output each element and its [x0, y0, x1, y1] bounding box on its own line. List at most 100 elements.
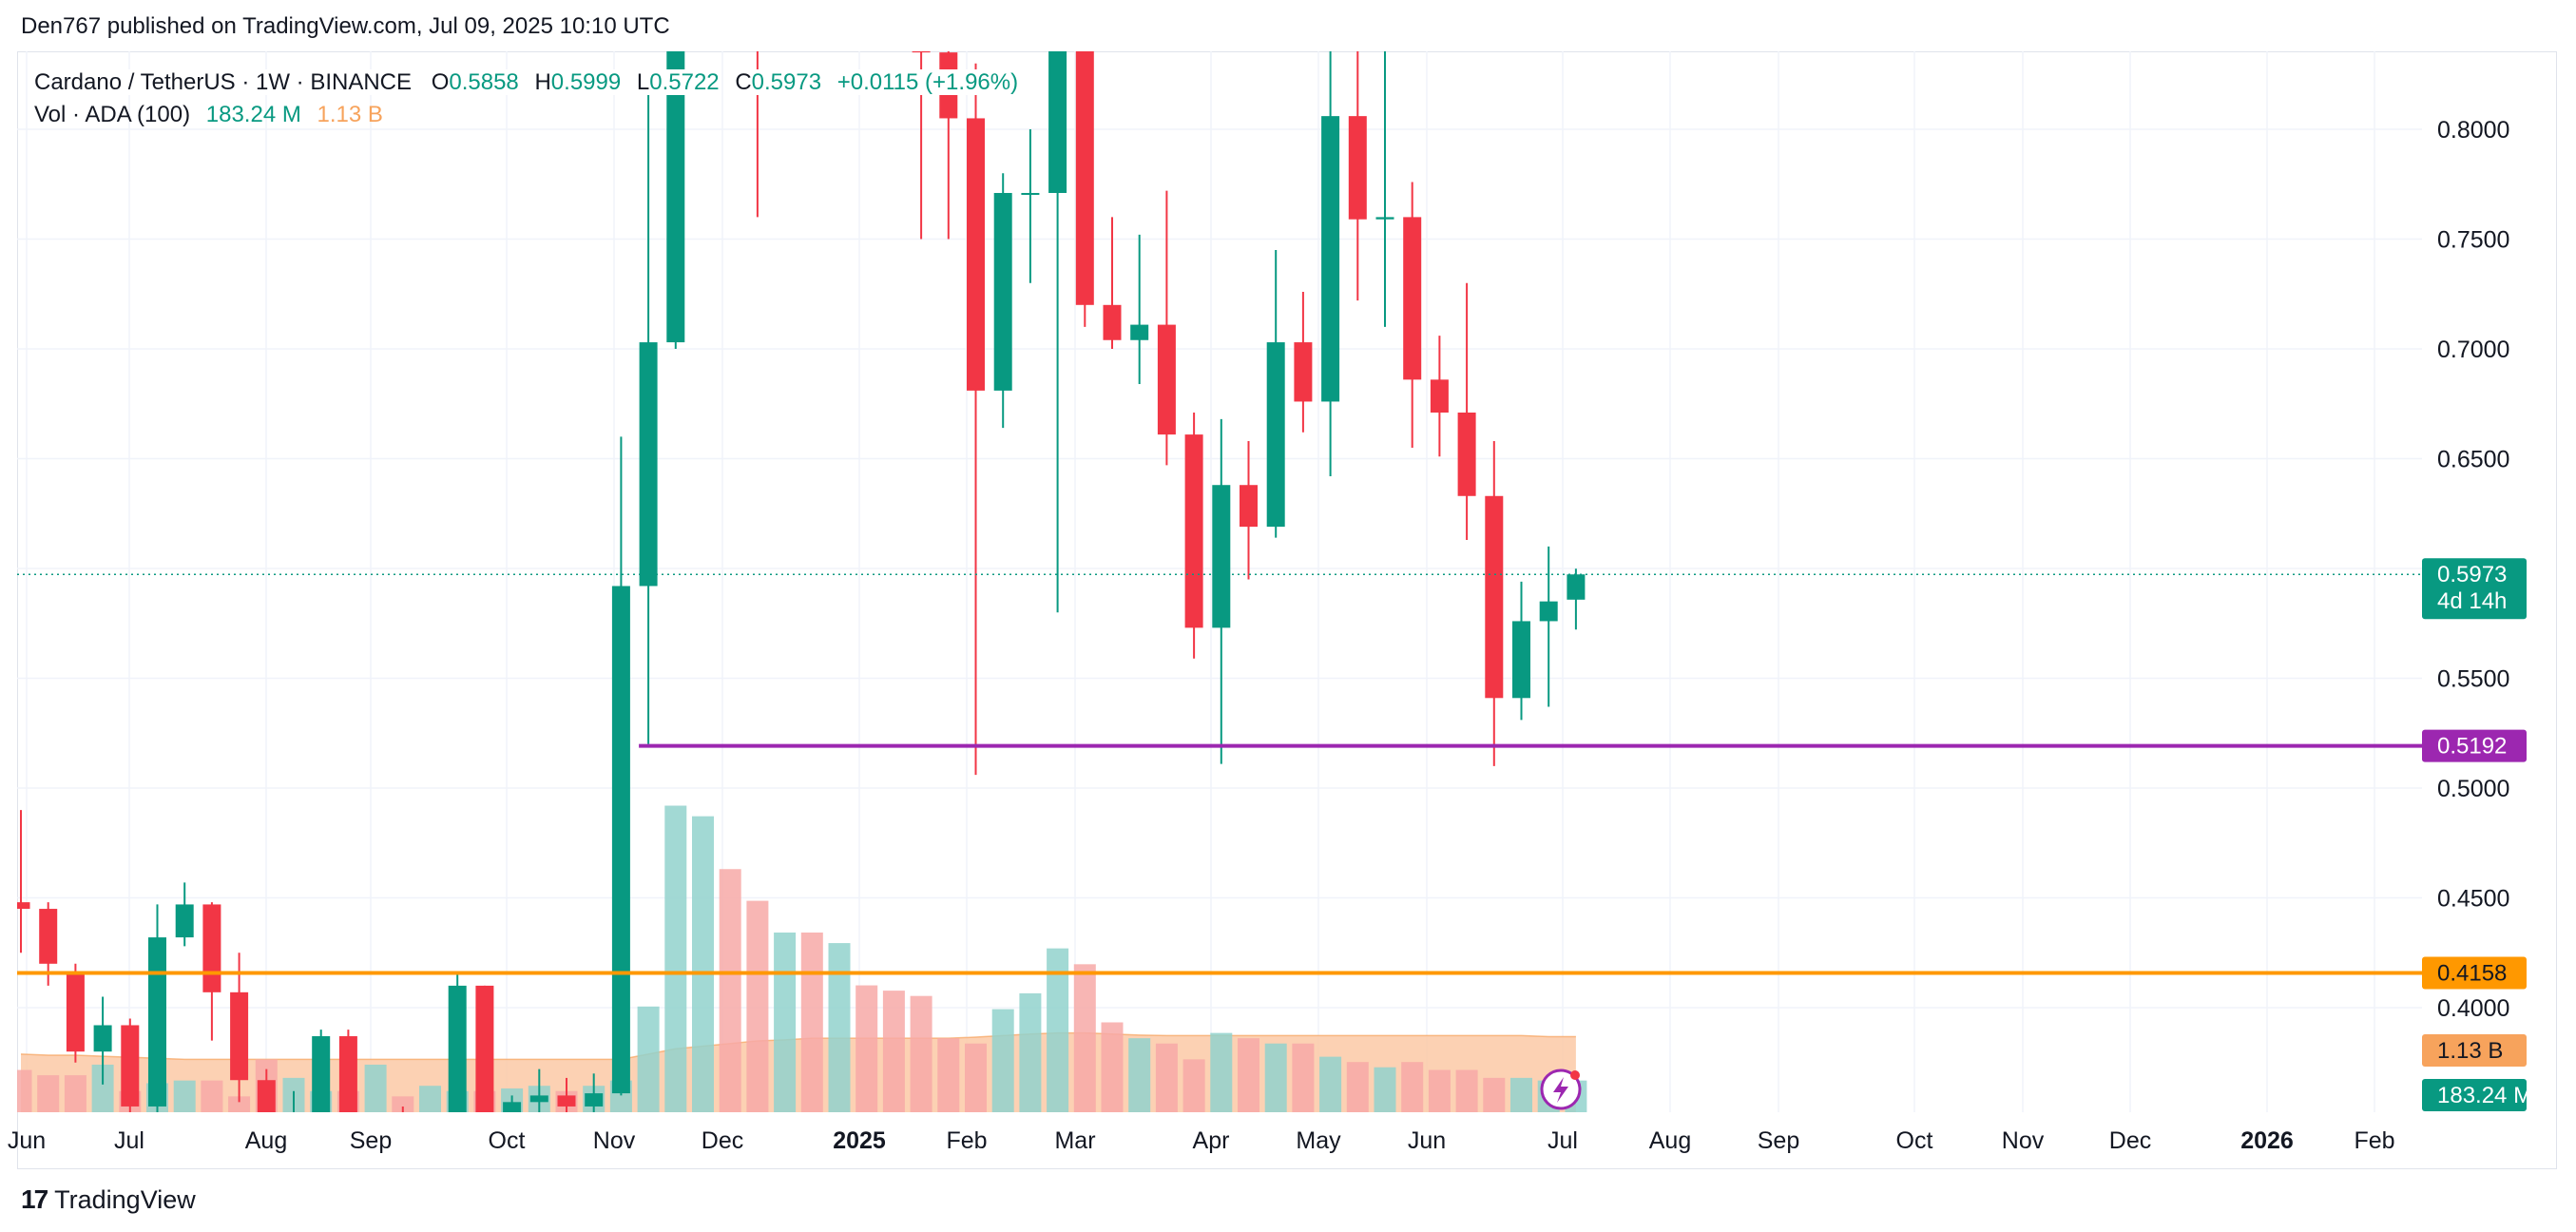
legend-change: +0.0115 (+1.96%) [836, 69, 1019, 95]
lightning-icon [1540, 1068, 1582, 1110]
candle [338, 1030, 357, 1112]
resistance-badge-bg [2422, 956, 2527, 990]
volume-bar [965, 1043, 987, 1112]
x-tick-label: Jul [1548, 1127, 1578, 1154]
candle-body [230, 991, 249, 1081]
candle-body [421, 1146, 439, 1153]
candle [557, 1077, 576, 1112]
volume-bar [228, 1096, 251, 1112]
candle [475, 985, 494, 1112]
candle [1348, 51, 1367, 301]
volume-bar [1155, 1043, 1178, 1112]
lightning-icon-bolt [1553, 1077, 1568, 1103]
volume-bar [64, 1075, 87, 1112]
candle [1403, 182, 1422, 448]
candle [503, 1095, 522, 1112]
volume-bar [1047, 948, 1069, 1112]
candle [1567, 568, 1586, 630]
volume-bar [1019, 992, 1042, 1112]
candle-body [1021, 192, 1040, 195]
candle-body [503, 1102, 522, 1112]
candle [1375, 51, 1394, 327]
volume-bar [1428, 1069, 1451, 1112]
candle-body [1485, 495, 1504, 699]
candle [993, 173, 1012, 429]
volume-bar [937, 1038, 960, 1112]
candle [230, 953, 249, 1103]
candle [1075, 51, 1094, 327]
legend-volume-ma: 1.13 B [317, 102, 383, 127]
candle-body [1212, 485, 1231, 628]
x-tick-label: Aug [1649, 1127, 1691, 1154]
candle-body [1348, 116, 1367, 220]
candle [1294, 291, 1313, 433]
candle-body [1294, 342, 1313, 402]
volume-ma-badge-text: 1.13 B [2437, 1038, 2503, 1064]
candle-body [529, 1095, 548, 1103]
legend-high-label: H [534, 69, 551, 95]
candle [312, 1030, 331, 1112]
volume-bar [1346, 1062, 1369, 1112]
candle-body [312, 1036, 331, 1112]
candle [611, 436, 630, 1096]
candle-body [17, 902, 30, 910]
x-tick-label: Sep [1758, 1127, 1799, 1154]
volume-bar [392, 1096, 414, 1112]
x-tick-label: Oct [1896, 1127, 1933, 1154]
candle [1240, 441, 1258, 580]
candle-body [585, 1093, 604, 1107]
volume-bar [828, 943, 851, 1112]
support-badge-text: 0.5192 [2437, 734, 2507, 760]
volume-bar [1374, 1067, 1396, 1112]
resistance-badge-text: 0.4158 [2437, 961, 2507, 987]
y-tick-label: 0.4000 [2437, 995, 2509, 1022]
volume-ma-area [21, 1032, 1576, 1112]
last-price-badge-text: 4d 14h [2437, 588, 2507, 614]
legend-symbol: Cardano / TetherUS · 1W · BINANCE [34, 69, 413, 95]
legend-close-label: C [735, 69, 752, 95]
candle [1539, 546, 1558, 707]
candle [666, 51, 685, 349]
candle-body [1375, 217, 1394, 220]
volume-bar [364, 1064, 387, 1112]
candle-body [1539, 601, 1558, 622]
legend-close: 0.5973 [751, 69, 822, 95]
candle-body [202, 904, 221, 992]
candle-body [1130, 324, 1149, 340]
support-badge-bg [2422, 729, 2527, 762]
volume-bar [664, 805, 687, 1112]
x-tick-label: Aug [245, 1127, 287, 1154]
candle [1184, 412, 1203, 659]
candle-body [557, 1095, 576, 1107]
candle-body [394, 1133, 412, 1153]
x-tick-label: Jul [114, 1127, 144, 1154]
legend-open-label: O [431, 69, 450, 95]
legend-volume-value: 183.24 M [205, 102, 301, 127]
candle-body [1403, 217, 1422, 380]
footer-brand-name: TradingView [54, 1184, 196, 1214]
candle-body [338, 1036, 357, 1112]
volume-bar [201, 1080, 223, 1112]
candle [421, 1130, 439, 1187]
volume-bar [1128, 1038, 1151, 1112]
y-tick-label: 0.7000 [2437, 337, 2509, 363]
volume-bar [991, 1009, 1014, 1112]
volume-bar [692, 816, 714, 1112]
volume-bar [37, 1075, 60, 1112]
volume-bar [719, 869, 741, 1112]
volume-badge-text: 183.24 M [2437, 1083, 2532, 1108]
candle-body [257, 1080, 276, 1112]
candle-body [121, 1025, 140, 1107]
x-tick-label: Nov [2002, 1127, 2045, 1154]
candles [17, 51, 1586, 1187]
last-price-badge-text: 0.5973 [2437, 562, 2507, 587]
candle [1430, 336, 1449, 457]
volume-bar [1455, 1069, 1478, 1112]
tradingview-logo-icon: 17 [21, 1184, 48, 1214]
candle-body [148, 937, 166, 1107]
candle-body [1184, 434, 1203, 628]
lightning-icon-dot [1570, 1070, 1580, 1080]
candle [967, 63, 985, 776]
